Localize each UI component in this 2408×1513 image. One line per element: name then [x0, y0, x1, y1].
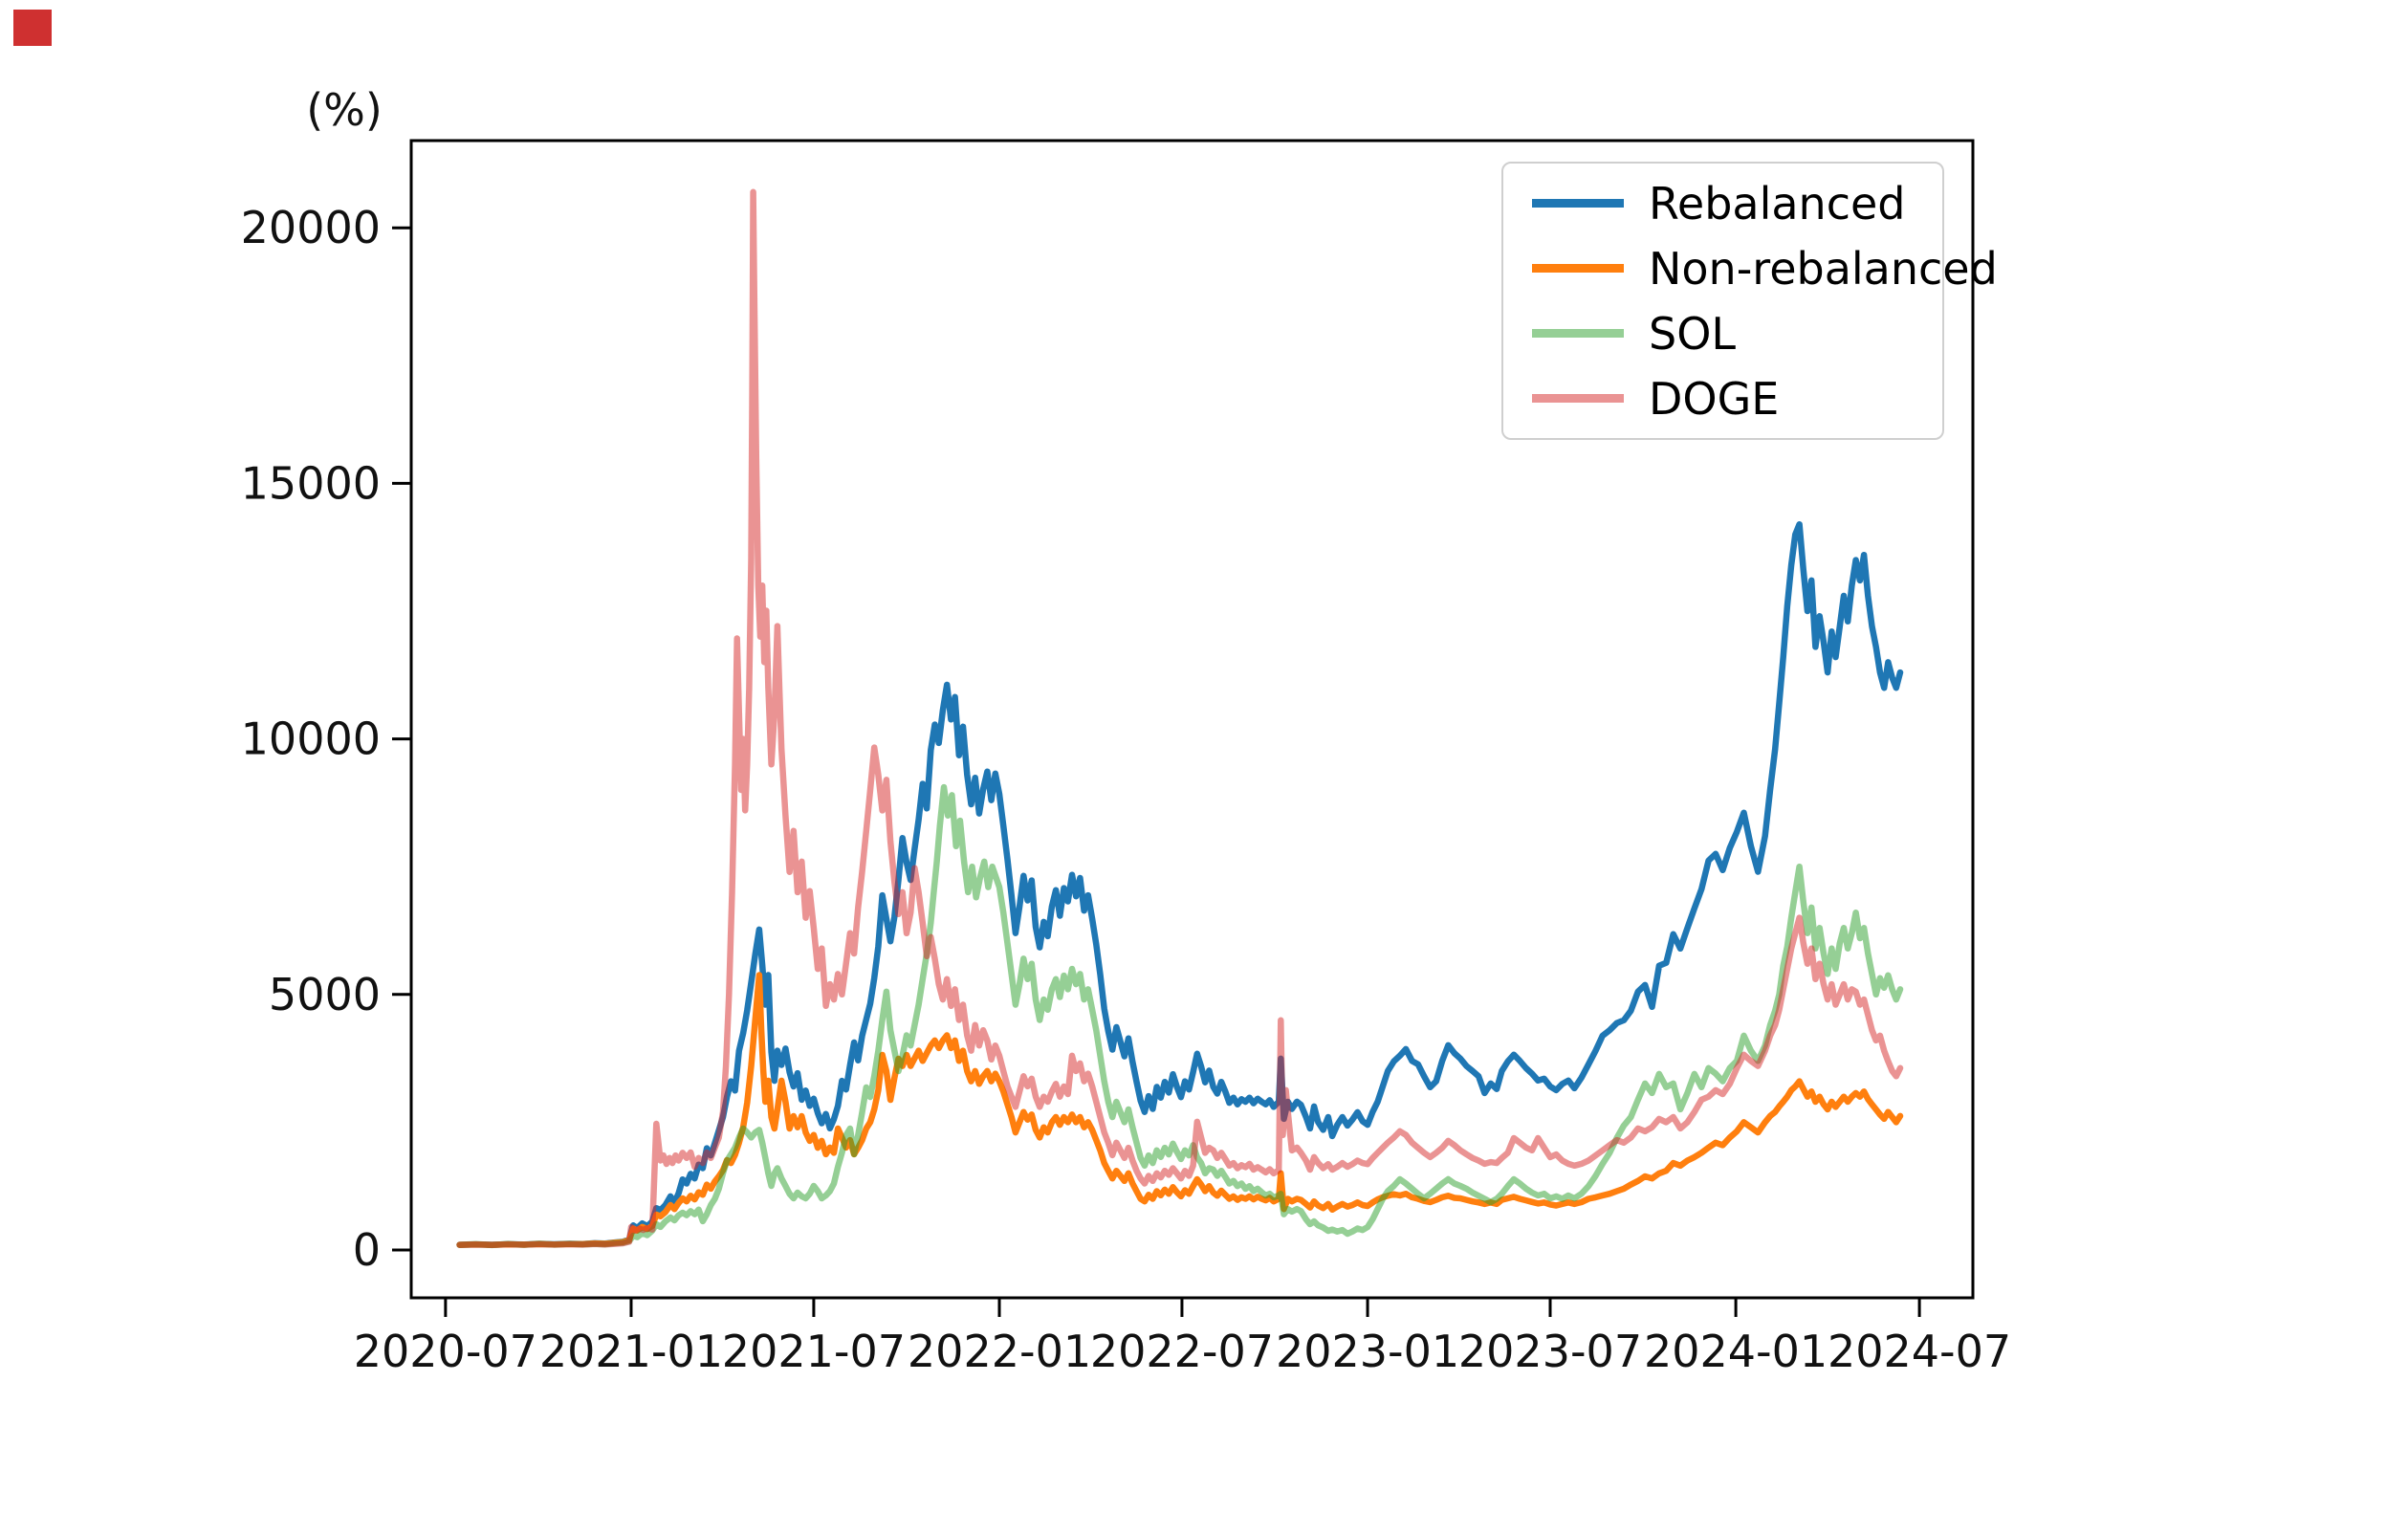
y-tick-label: 15000 — [241, 457, 381, 509]
legend-label-sol: SOL — [1649, 307, 1737, 360]
axis-tick-labels: 0 5000 10000 15000 20000 2020-07 2021-012021-0… — [241, 202, 2012, 1377]
red-square-marker — [13, 10, 52, 46]
series-line-non-rebalanced — [456, 972, 1904, 1248]
doge-line-swatch — [1532, 394, 1624, 403]
x-tick-label: 2022-07 — [1090, 1326, 1274, 1377]
x-tick-label: 2020-07 — [354, 1326, 537, 1377]
y-tick-label: 20000 — [241, 202, 381, 253]
legend-label-doge: DOGE — [1649, 372, 1780, 425]
y-tick-label: 5000 — [269, 969, 381, 1020]
rebalanced-line-swatch — [1532, 199, 1624, 208]
axes — [392, 139, 1975, 1317]
plot-frame — [409, 139, 1975, 1300]
y-axis-unit-label: (%) — [306, 84, 383, 136]
legend-label-non-rebalanced: Non-rebalanced — [1649, 242, 1998, 295]
series-line-sol — [456, 783, 1904, 1249]
x-tick-label: 2022-01 — [908, 1326, 1091, 1377]
legend-item-sol: SOL — [1503, 308, 1942, 360]
legend-item-non-rebalanced: Non-rebalanced — [1503, 243, 1998, 295]
x-tick-label: 2024-07 — [1828, 1326, 2011, 1377]
non-rebalanced-line-swatch — [1532, 264, 1624, 273]
legend-item-rebalanced: Rebalanced — [1503, 178, 1942, 230]
legend-item-doge: DOGE — [1503, 373, 1942, 425]
x-tick-label: 2024-01 — [1644, 1326, 1828, 1377]
x-tick-label: 2023-01 — [1276, 1326, 1459, 1377]
x-tick-label: 2021-07 — [722, 1326, 906, 1377]
series-lines — [456, 188, 1904, 1249]
y-tick-label: 10000 — [241, 713, 381, 765]
sol-line-swatch — [1532, 329, 1624, 338]
legend-label-rebalanced: Rebalanced — [1649, 177, 1906, 230]
series-line-rebalanced — [456, 520, 1904, 1248]
x-tick-label: 2021-01 — [539, 1326, 723, 1377]
x-tick-label: 2023-07 — [1458, 1326, 1642, 1377]
legend: Rebalanced Non-rebalanced SOL DOGE — [1501, 162, 1998, 440]
series-line-doge — [456, 188, 1904, 1248]
y-tick-label: 0 — [353, 1224, 381, 1276]
